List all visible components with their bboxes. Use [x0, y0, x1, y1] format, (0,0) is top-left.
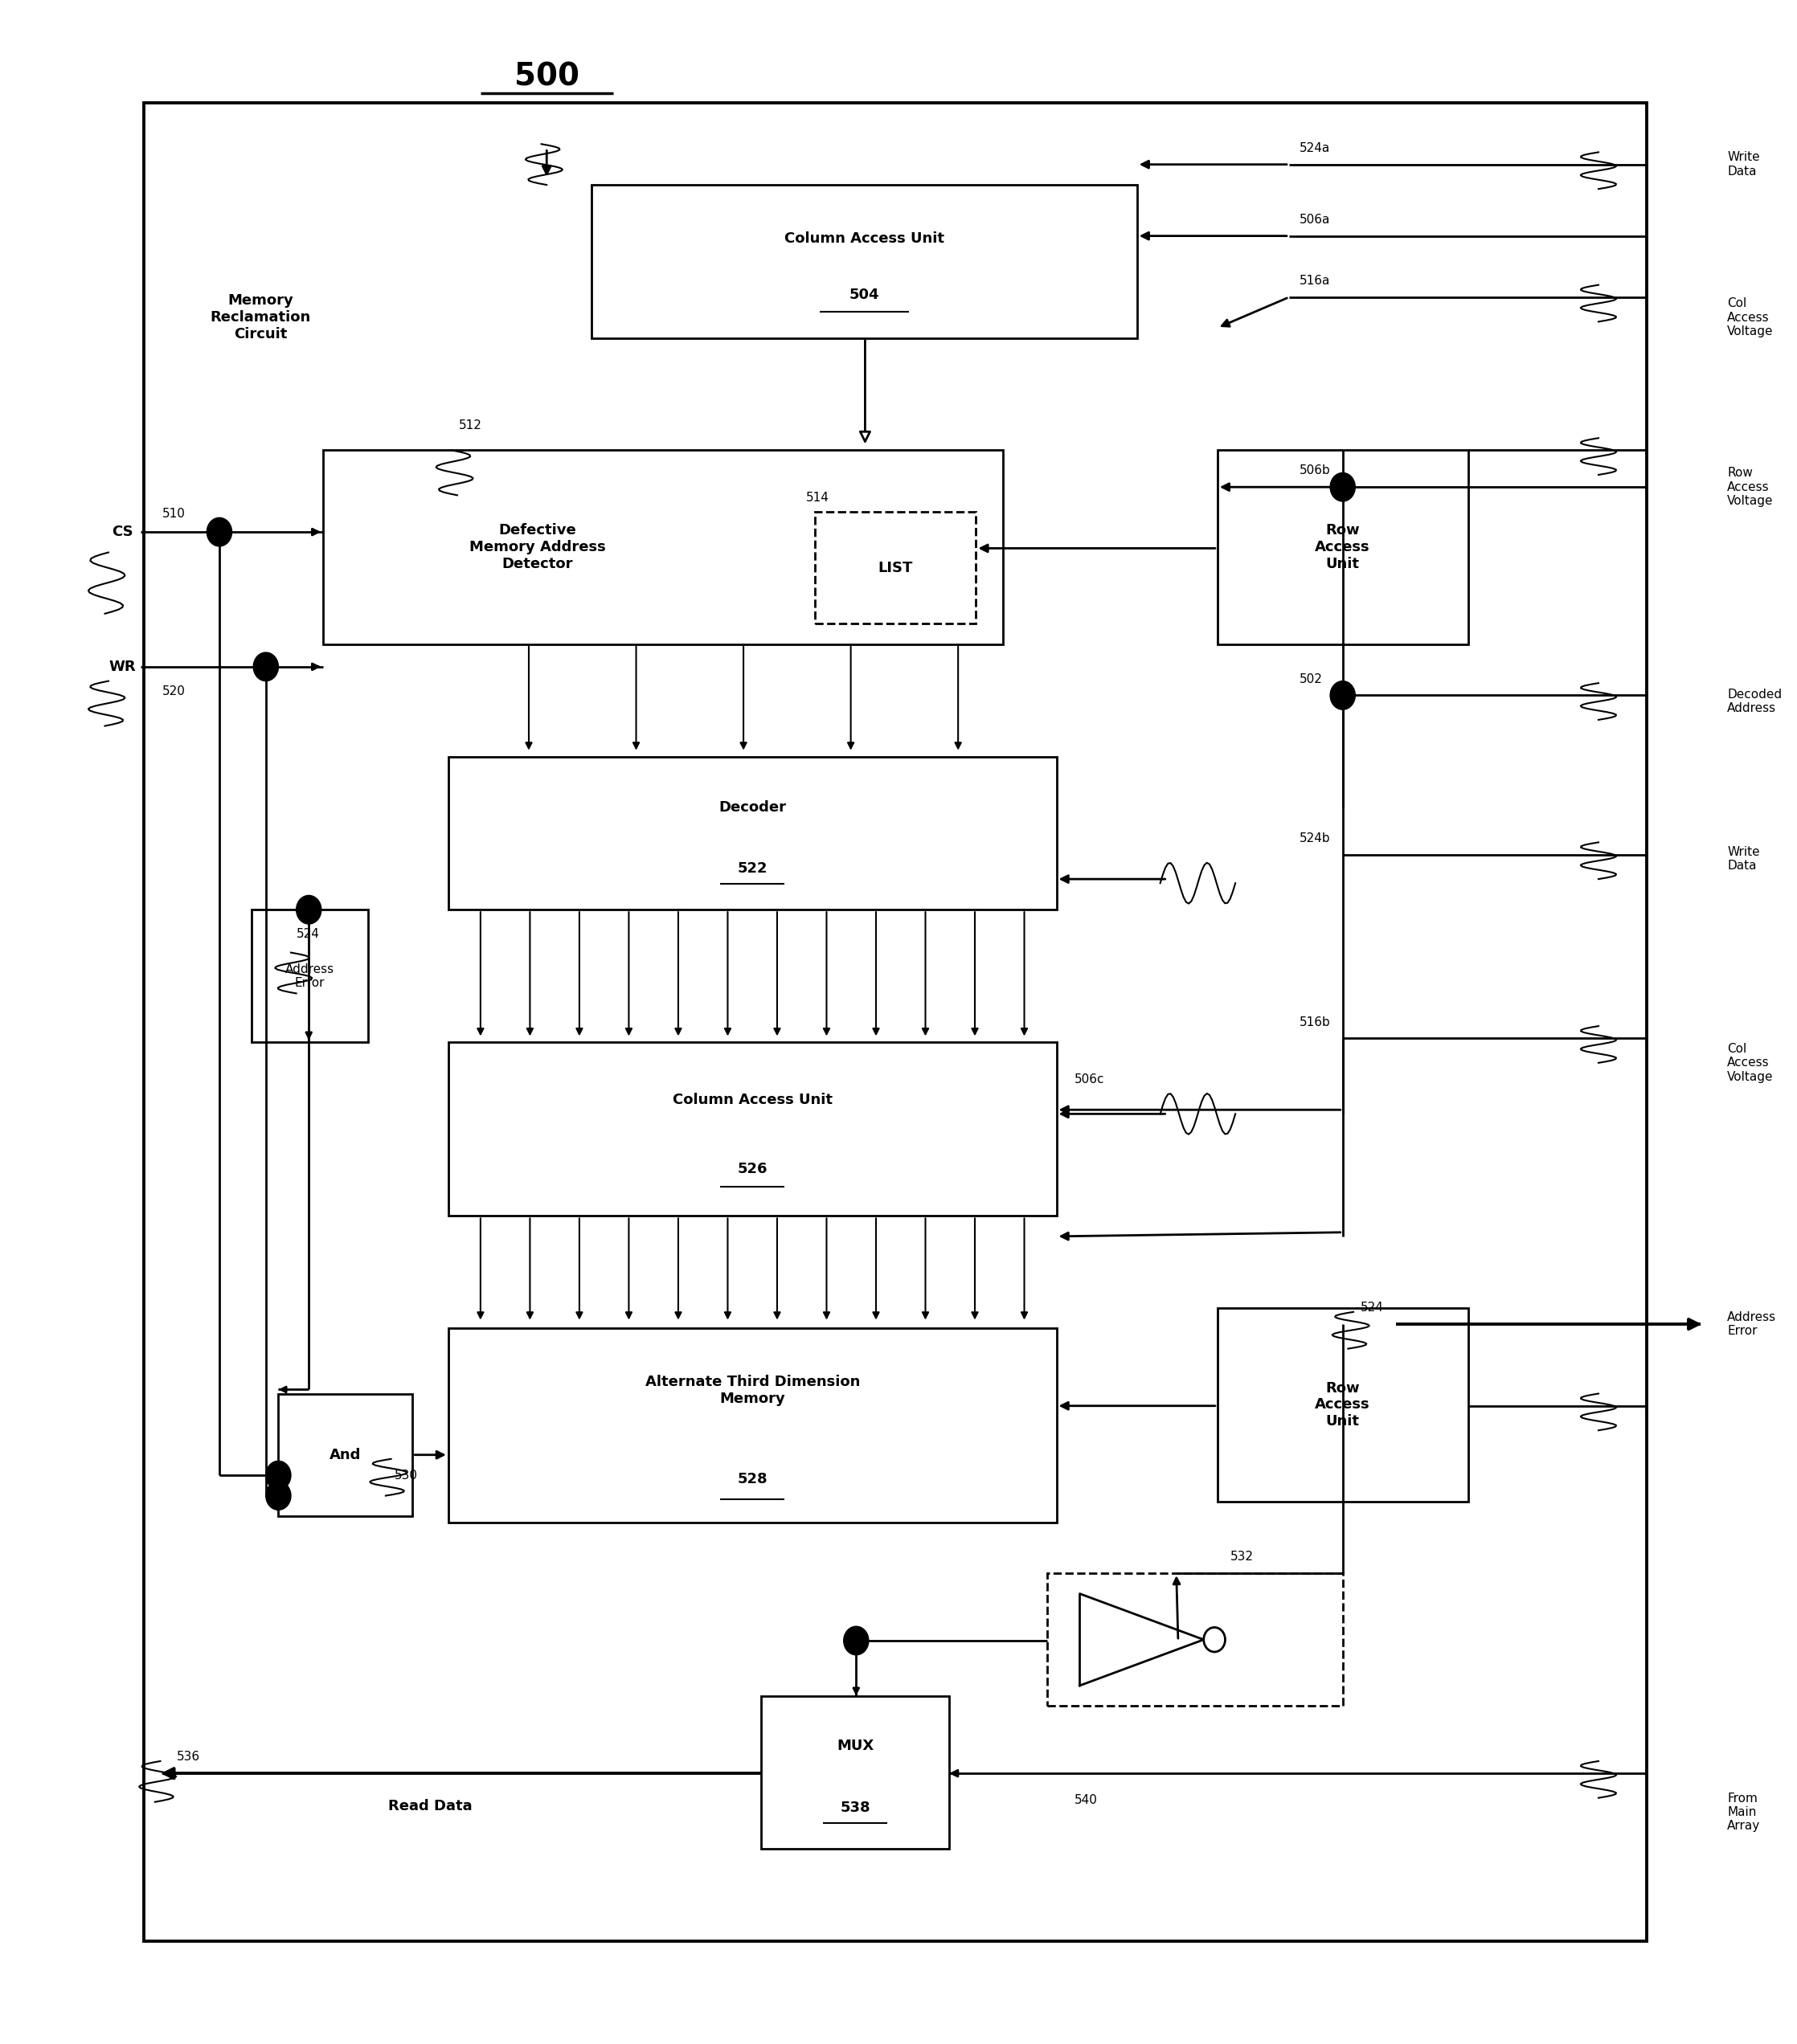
Text: 500: 500: [514, 61, 579, 92]
Text: Row
Access
Unit: Row Access Unit: [1315, 523, 1371, 570]
Text: Row
Access
Voltage: Row Access Voltage: [1727, 466, 1774, 507]
Text: 528: 528: [737, 1472, 767, 1486]
Text: Memory
Reclamation
Circuit: Memory Reclamation Circuit: [210, 294, 311, 341]
Text: 520: 520: [162, 685, 185, 697]
Circle shape: [1330, 681, 1355, 709]
Text: 516a: 516a: [1299, 274, 1330, 286]
FancyBboxPatch shape: [591, 184, 1138, 337]
Circle shape: [266, 1461, 291, 1490]
Text: 514: 514: [807, 491, 828, 503]
Text: 524b: 524b: [1299, 832, 1332, 844]
Text: 506c: 506c: [1075, 1073, 1105, 1085]
Text: Alternate Third Dimension
Memory: Alternate Third Dimension Memory: [645, 1376, 859, 1406]
FancyBboxPatch shape: [447, 756, 1057, 910]
Text: LIST: LIST: [879, 560, 913, 574]
Text: 526: 526: [737, 1161, 767, 1177]
Polygon shape: [1080, 1594, 1204, 1686]
Text: 524a: 524a: [1299, 143, 1330, 153]
Text: Decoded
Address: Decoded Address: [1727, 689, 1783, 715]
Text: Column Access Unit: Column Access Unit: [672, 1091, 832, 1108]
Text: Defective
Memory Address
Detector: Defective Memory Address Detector: [469, 523, 606, 570]
FancyBboxPatch shape: [1048, 1574, 1342, 1707]
Text: 506a: 506a: [1299, 213, 1330, 225]
Text: 512: 512: [458, 419, 482, 431]
Text: WR: WR: [110, 660, 137, 675]
Text: Address
Error: Address Error: [1727, 1310, 1777, 1337]
Text: Write
Data: Write Data: [1727, 151, 1759, 178]
Text: Address
Error: Address Error: [286, 963, 334, 989]
Text: 522: 522: [737, 861, 767, 875]
Text: Row
Access
Unit: Row Access Unit: [1315, 1382, 1371, 1429]
FancyBboxPatch shape: [1218, 450, 1468, 644]
Circle shape: [253, 652, 279, 681]
Circle shape: [843, 1627, 868, 1656]
Text: 536: 536: [176, 1752, 199, 1764]
FancyBboxPatch shape: [1218, 1308, 1468, 1502]
Text: 516b: 516b: [1299, 1016, 1332, 1028]
Text: 538: 538: [841, 1801, 870, 1815]
FancyBboxPatch shape: [323, 450, 1003, 644]
FancyBboxPatch shape: [144, 102, 1646, 1942]
Text: 524: 524: [297, 928, 320, 940]
FancyBboxPatch shape: [279, 1394, 413, 1517]
FancyBboxPatch shape: [252, 910, 368, 1042]
FancyBboxPatch shape: [447, 1329, 1057, 1523]
Text: 532: 532: [1231, 1551, 1254, 1564]
FancyBboxPatch shape: [762, 1697, 949, 1850]
Text: And: And: [329, 1447, 361, 1461]
Text: Column Access Unit: Column Access Unit: [783, 231, 943, 245]
Text: Col
Access
Voltage: Col Access Voltage: [1727, 1042, 1774, 1083]
Text: 510: 510: [162, 507, 185, 519]
FancyBboxPatch shape: [816, 511, 976, 623]
Circle shape: [297, 895, 322, 924]
Text: From
Main
Array: From Main Array: [1727, 1793, 1761, 1831]
Text: 502: 502: [1299, 672, 1323, 685]
Text: Read Data: Read Data: [388, 1799, 473, 1813]
Text: Col
Access
Voltage: Col Access Voltage: [1727, 298, 1774, 337]
Text: CS: CS: [111, 525, 133, 540]
Text: 540: 540: [1075, 1795, 1098, 1807]
Circle shape: [1330, 472, 1355, 501]
Circle shape: [207, 517, 232, 546]
Text: 530: 530: [395, 1470, 419, 1482]
Text: 504: 504: [850, 288, 879, 303]
Text: MUX: MUX: [837, 1739, 873, 1754]
Circle shape: [266, 1482, 291, 1511]
Text: Write
Data: Write Data: [1727, 846, 1759, 871]
FancyBboxPatch shape: [447, 1042, 1057, 1216]
Text: 524: 524: [1360, 1302, 1384, 1314]
Text: 506b: 506b: [1299, 464, 1332, 476]
Text: Decoder: Decoder: [719, 799, 785, 814]
